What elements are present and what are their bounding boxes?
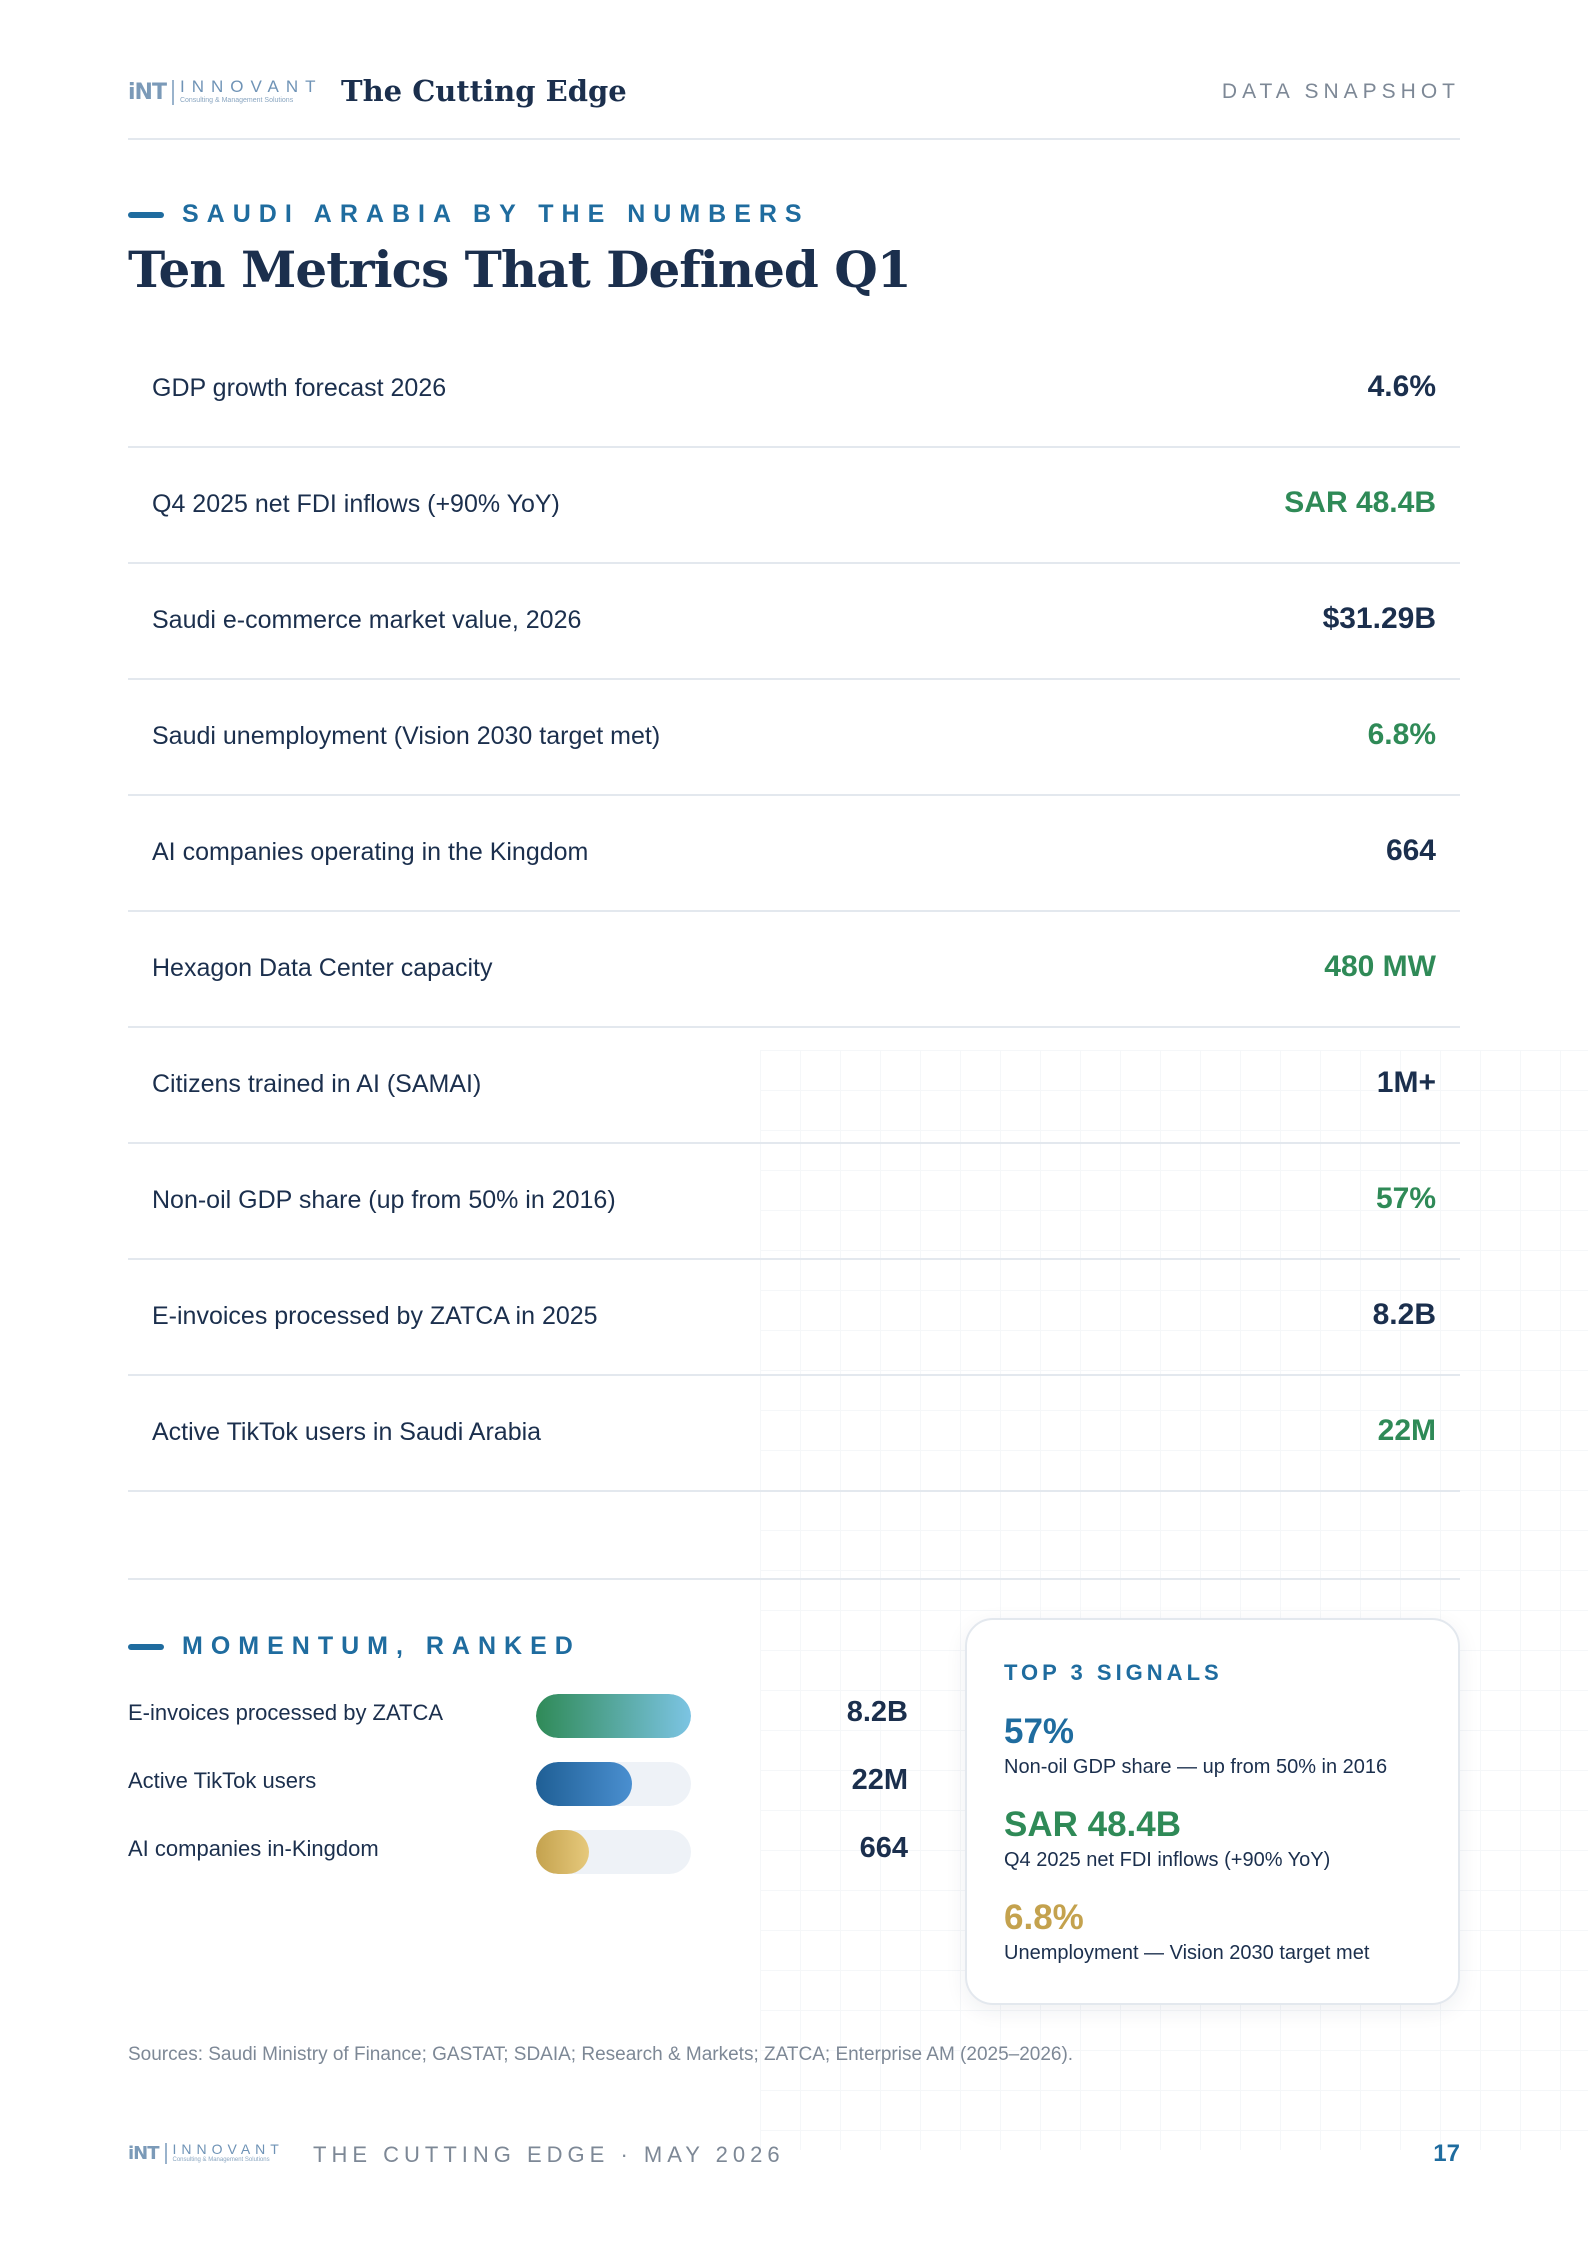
page-footer: iNT INNOVANT Consulting & Management Sol…: [128, 2140, 1460, 2174]
metric-label: Citizens trained in AI (SAMAI): [152, 1070, 482, 1098]
metric-label: Non-oil GDP share (up from 50% in 2016): [152, 1186, 616, 1214]
metric-value: 1M+: [1376, 1066, 1436, 1099]
signal-item: 57% Non-oil GDP share — up from 50% in 20…: [1004, 1712, 1387, 1779]
logo-mark: iNT: [128, 2142, 167, 2164]
momentum-bar-track: [536, 1762, 691, 1806]
momentum-bar-row: E-invoices processed by ZATCA 8.2B: [128, 1690, 908, 1758]
metric-row: Active TikTok users in Saudi Arabia 22M: [128, 1376, 1460, 1492]
metric-value: 57%: [1375, 1182, 1436, 1215]
momentum-bar-value: 8.2B: [846, 1696, 908, 1728]
footer-title: THE CUTTING EDGE · MAY 2026: [313, 2142, 785, 2167]
metric-row: Saudi unemployment (Vision 2030 target m…: [128, 680, 1460, 796]
metric-row: Non-oil GDP share (up from 50% in 2016) 5…: [128, 1144, 1460, 1260]
metric-label: Q4 2025 net FDI inflows (+90% YoY): [152, 490, 560, 518]
accent-dash: [128, 1643, 164, 1650]
metric-label: GDP growth forecast 2026: [152, 374, 447, 402]
momentum-bar-track: [536, 1694, 691, 1738]
metric-value: $31.29B: [1322, 602, 1436, 635]
metric-row: Citizens trained in AI (SAMAI) 1M+: [128, 1028, 1460, 1144]
signal-value: 6.8%: [1004, 1898, 1084, 1937]
momentum-bar-value: 22M: [851, 1764, 908, 1796]
card-title: TOP 3 SIGNALS: [1004, 1660, 1223, 1685]
metric-row: E-invoices processed by ZATCA in 2025 8.2…: [128, 1260, 1460, 1376]
metric-row: Q4 2025 net FDI inflows (+90% YoY) SAR 48…: [128, 448, 1460, 564]
logo-tagline: Consulting & Management Solutions: [179, 97, 294, 104]
momentum-bars: E-invoices processed by ZATCA 8.2B Active …: [128, 1690, 908, 1894]
momentum-bar-label: Active TikTok users: [128, 1768, 317, 1793]
page-title: Ten Metrics That Defined Q1: [128, 240, 912, 299]
metric-row: Hexagon Data Center capacity 480 MW: [128, 912, 1460, 1028]
metric-row: GDP growth forecast 2026 4.6%: [128, 332, 1460, 448]
metric-label: Saudi e-commerce market value, 2026: [152, 606, 582, 634]
page-number: 17: [1433, 2140, 1460, 2167]
signal-description: Non-oil GDP share — up from 50% in 2016: [1004, 1756, 1388, 1778]
signal-value: SAR 48.4B: [1004, 1805, 1182, 1844]
page: iNT INNOVANT Consulting & Management Sol…: [128, 0, 1460, 2246]
momentum-bar-label: E-invoices processed by ZATCA: [128, 1700, 444, 1725]
metric-label: Saudi unemployment (Vision 2030 target m…: [152, 722, 661, 750]
logo-tagline: Consulting & Management Solutions: [172, 2157, 270, 2163]
momentum-bar-fill: [536, 1830, 589, 1874]
momentum-bar-label: AI companies in-Kingdom: [128, 1836, 379, 1861]
page-header: iNT INNOVANT Consulting & Management Sol…: [128, 72, 1460, 140]
logo-name: INNOVANT: [172, 2141, 284, 2157]
metric-value: 4.6%: [1367, 370, 1436, 403]
metrics-list: GDP growth forecast 2026 4.6% Q4 2025 net …: [128, 332, 1460, 1492]
momentum-bar-track: [536, 1830, 691, 1874]
metric-label: E-invoices processed by ZATCA in 2025: [152, 1302, 598, 1330]
metric-row: Saudi e-commerce market value, 2026 $31.2…: [128, 564, 1460, 680]
signal-item: SAR 48.4B Q4 2025 net FDI inflows (+90% Y…: [1004, 1805, 1330, 1872]
signal-item: 6.8% Unemployment — Vision 2030 target me…: [1004, 1898, 1369, 1965]
top-signals-card: TOP 3 SIGNALS 57% Non-oil GDP share — up …: [965, 1618, 1460, 2005]
sources-note: Sources: Saudi Ministry of Finance; GAST…: [128, 2044, 1074, 2065]
numbers-eyebrow: SAUDI ARABIA BY THE NUMBERS: [128, 200, 810, 229]
logo-name: INNOVANT: [179, 77, 323, 96]
metric-value: 480 MW: [1324, 950, 1436, 983]
metric-value: 8.2B: [1372, 1298, 1436, 1331]
metric-label: Active TikTok users in Saudi Arabia: [152, 1418, 542, 1446]
accent-dash: [128, 211, 164, 218]
momentum-bar-value: 664: [859, 1832, 908, 1864]
metric-value: 22M: [1377, 1414, 1436, 1447]
momentum-eyebrow: MOMENTUM, RANKED: [128, 1632, 581, 1661]
signal-description: Unemployment — Vision 2030 target met: [1004, 1942, 1370, 1964]
section-divider: [128, 1578, 1460, 1580]
footer-logo: iNT INNOVANT Consulting & Management Sol…: [128, 2142, 284, 2164]
metric-label: AI companies operating in the Kingdom: [152, 838, 589, 866]
momentum-bar-fill: [536, 1694, 691, 1738]
momentum-bar-row: AI companies in-Kingdom 664: [128, 1826, 908, 1894]
metric-label: Hexagon Data Center capacity: [152, 954, 493, 982]
metric-row: AI companies operating in the Kingdom 664: [128, 796, 1460, 912]
metric-value: 664: [1385, 834, 1436, 867]
metric-value: SAR 48.4B: [1284, 486, 1436, 519]
publication-title: The Cutting Edge: [341, 74, 627, 108]
momentum-bar-row: Active TikTok users 22M: [128, 1758, 908, 1826]
momentum-bar-fill: [536, 1762, 633, 1806]
signal-description: Q4 2025 net FDI inflows (+90% YoY): [1004, 1849, 1331, 1871]
metric-value: 6.8%: [1367, 718, 1436, 751]
innovant-logo: iNT INNOVANT Consulting & Management Sol…: [128, 78, 323, 106]
signal-value: 57%: [1004, 1712, 1075, 1751]
section-label: DATA SNAPSHOT: [1221, 80, 1460, 103]
logo-mark: iNT: [128, 79, 174, 105]
